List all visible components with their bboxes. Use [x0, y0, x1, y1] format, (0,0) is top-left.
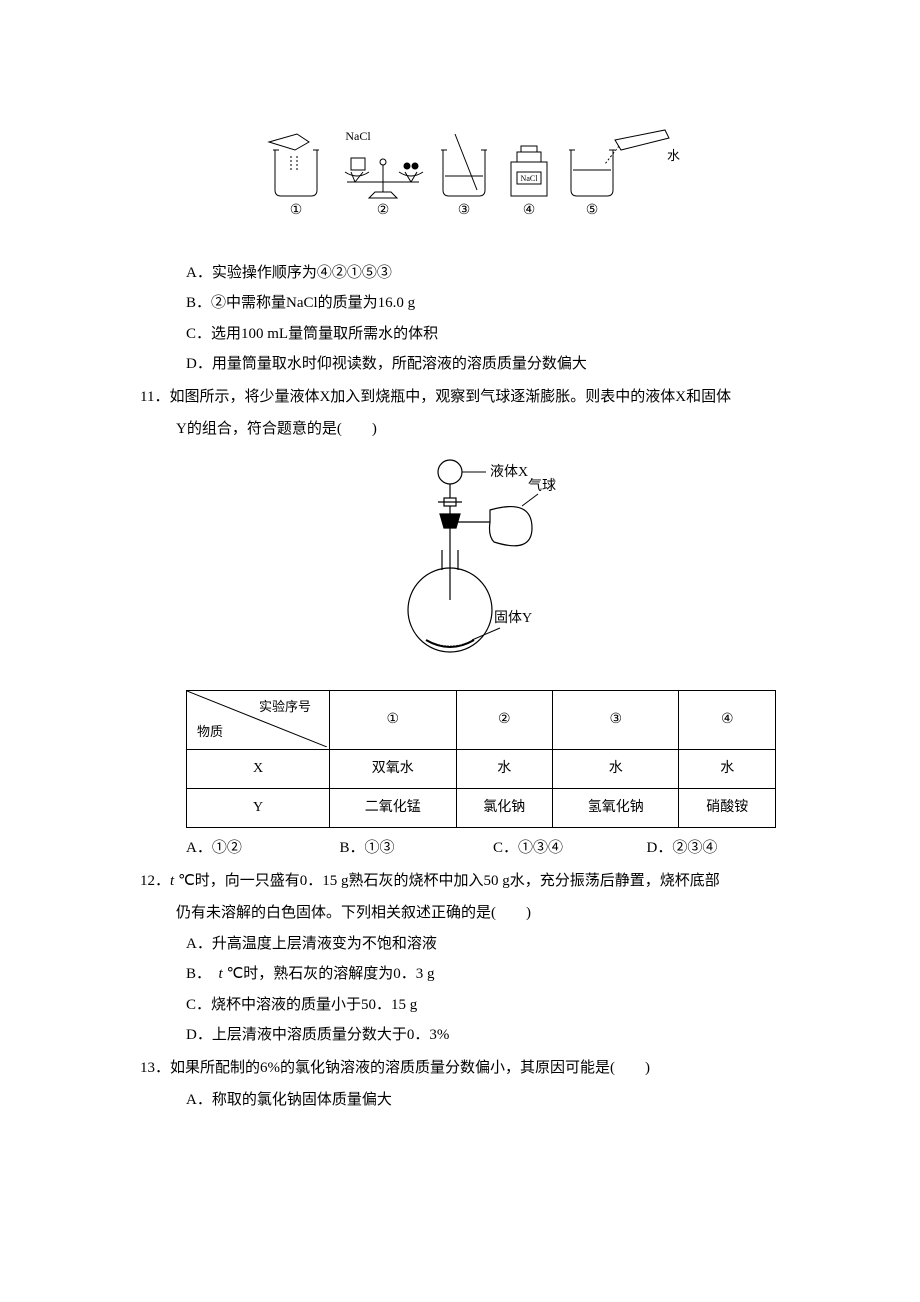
- q11-stem-line1: 11．如图所示，将少量液体X加入到烧瓶中，观察到气球逐渐膨胀。则表中的液体X和固…: [140, 383, 800, 412]
- q11-option-b: B．①③: [340, 834, 494, 863]
- q11-table: 实验序号 物质 ① ② ③ ④ X 双氧水 水 水 水 Y 二氧化锰 氯化钠 氢…: [186, 690, 776, 828]
- q11-col-4: ④: [679, 691, 776, 750]
- svg-text:①: ①: [290, 203, 303, 218]
- q11-col-1: ①: [330, 691, 457, 750]
- q12-option-b: B． t ℃时，熟石灰的溶解度为0．3 g: [140, 960, 800, 989]
- svg-text:⑤: ⑤: [586, 203, 599, 218]
- q12-stem-line1: 12．t ℃时，向一只盛有0．15 g熟石灰的烧杯中加入50 g水，充分振荡后静…: [140, 867, 800, 896]
- q11-cell: 双氧水: [330, 750, 457, 789]
- q12-option-c: C．烧杯中溶液的质量小于50．15 g: [140, 991, 800, 1020]
- svg-text:④: ④: [523, 203, 536, 218]
- q10-option-c: C．选用100 mL量筒量取所需水的体积: [140, 320, 800, 349]
- q11-cell: 硝酸铵: [679, 789, 776, 828]
- q11-options: A．①② B．①③ C．①③④ D．②③④: [140, 834, 800, 863]
- q11-cell: 二氧化锰: [330, 789, 457, 828]
- svg-text:固体Y: 固体Y: [494, 610, 532, 626]
- q11-col-2: ②: [456, 691, 552, 750]
- q11-cell: 水: [552, 750, 679, 789]
- q11-row-x-head: X: [187, 750, 330, 789]
- q10-figure: ① NaCl ②: [140, 120, 800, 241]
- q11-figure: 液体X 气球 固体Y: [140, 450, 800, 681]
- svg-text:气球: 气球: [528, 478, 556, 494]
- q13-option-a: A．称取的氯化钠固体质量偏大: [140, 1086, 800, 1115]
- q11-cell: 氯化钠: [456, 789, 552, 828]
- q11-cell: 氢氧化钠: [552, 789, 679, 828]
- q11-stem-line2: Y的组合，符合题意的是( ): [140, 415, 800, 444]
- svg-text:②: ②: [377, 203, 390, 218]
- q11-row-y-head: Y: [187, 789, 330, 828]
- q12-option-a: A．升高温度上层清液变为不饱和溶液: [140, 930, 800, 959]
- q10-option-d: D．用量筒量取水时仰视读数，所配溶液的溶质质量分数偏大: [140, 350, 800, 379]
- q12-option-d: D．上层清液中溶质质量分数大于0．3%: [140, 1021, 800, 1050]
- svg-text:液体X: 液体X: [490, 464, 528, 480]
- q11-cell: 水: [456, 750, 552, 789]
- q11-table-diag-header: 实验序号 物质: [187, 691, 330, 750]
- q12-stem-line2: 仍有未溶解的白色固体。下列相关叙述正确的是( ): [140, 899, 800, 928]
- q11-option-d: D．②③④: [647, 834, 801, 863]
- svg-text:NaCl: NaCl: [345, 129, 371, 143]
- svg-text:NaCl: NaCl: [521, 174, 539, 183]
- q11-col-3: ③: [552, 691, 679, 750]
- svg-text:水: 水: [667, 148, 680, 163]
- q10-option-a: A．实验操作顺序为④②①⑤③: [140, 259, 800, 288]
- q11-option-a: A．①②: [186, 834, 340, 863]
- q11-option-c: C．①③④: [493, 834, 647, 863]
- q10-option-b: B．②中需称量NaCl的质量为16.0 g: [140, 289, 800, 318]
- q11-cell: 水: [679, 750, 776, 789]
- svg-text:③: ③: [458, 203, 471, 218]
- q13-stem: 13．如果所配制的6%的氯化钠溶液的溶质质量分数偏小，其原因可能是( ): [140, 1054, 800, 1083]
